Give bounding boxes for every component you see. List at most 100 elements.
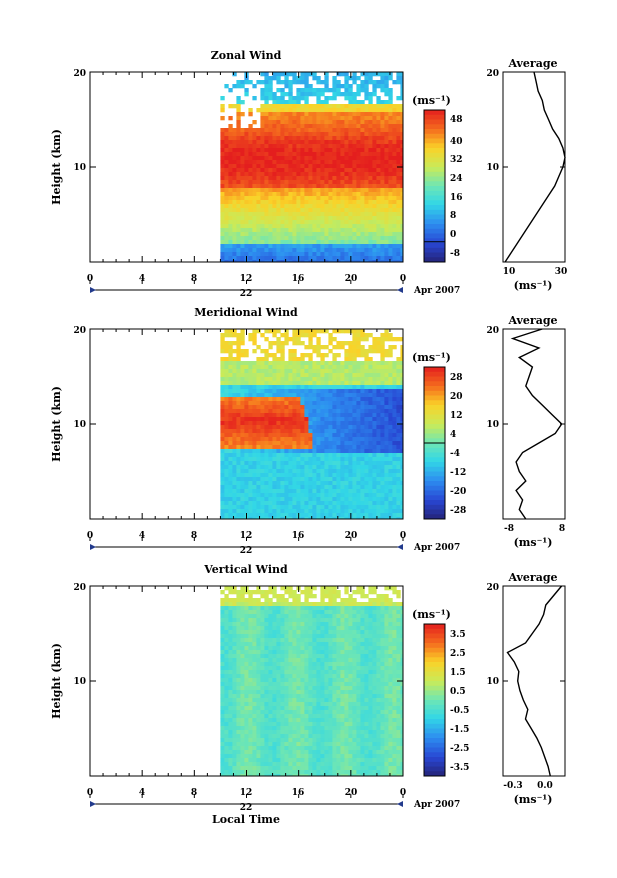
heatmap-cell — [264, 497, 268, 501]
heatmap-cell — [388, 457, 392, 461]
heatmap-cell — [340, 104, 344, 108]
heatmap-cell — [236, 224, 240, 228]
heatmap-cell — [228, 734, 232, 738]
heatmap-cell — [224, 256, 228, 260]
heatmap-cell — [256, 385, 260, 389]
heatmap-cell — [332, 445, 336, 449]
heatmap-cell — [252, 429, 256, 433]
heatmap-cell — [332, 485, 336, 489]
heatmap-cell — [364, 505, 368, 509]
heatmap-cell — [372, 72, 376, 76]
heatmap-cell — [380, 240, 384, 244]
heatmap-cell — [388, 228, 392, 232]
heatmap-cell — [344, 469, 348, 473]
heatmap-cell — [336, 465, 340, 469]
heatmap-cell — [324, 385, 328, 389]
heatmap-cell — [348, 433, 352, 437]
heatmap-cell — [300, 104, 304, 108]
heatmap-cell — [320, 413, 324, 417]
heatmap-cell — [284, 365, 288, 369]
heatmap-cell — [240, 718, 244, 722]
heatmap-cell — [276, 477, 280, 481]
heatmap-cell — [320, 381, 324, 385]
heatmap-cell — [328, 393, 332, 397]
heatmap-cell — [332, 124, 336, 128]
heatmap-cell — [380, 397, 384, 401]
heatmap-cell — [360, 333, 364, 337]
heatmap-cell — [240, 196, 244, 200]
colorbar-swatch — [424, 367, 445, 372]
heatmap-cell — [264, 433, 268, 437]
heatmap-cell — [320, 449, 324, 453]
heatmap-cell — [368, 172, 372, 176]
heatmap-cell — [344, 212, 348, 216]
heatmap-cell — [220, 200, 224, 204]
heatmap-cell — [380, 228, 384, 232]
heatmap-cell — [320, 397, 324, 401]
heatmap-cell — [296, 405, 300, 409]
heatmap-cell — [232, 144, 236, 148]
heatmap-cell — [244, 758, 248, 762]
heatmap-cell — [396, 393, 400, 397]
heatmap-cell — [300, 453, 304, 457]
heatmap-cell — [392, 204, 396, 208]
heatmap-cell — [324, 373, 328, 377]
heatmap-cell — [292, 232, 296, 236]
heatmap-cell — [248, 132, 252, 136]
heatmap-cell — [236, 662, 240, 666]
heatmap-cell — [300, 449, 304, 453]
heatmap-cell — [260, 710, 264, 714]
heatmap-cell — [280, 176, 284, 180]
heatmap-cell — [304, 329, 308, 333]
heatmap-cell — [220, 770, 224, 774]
heatmap-cell — [332, 493, 336, 497]
heatmap-cell — [220, 172, 224, 176]
heatmap-cell — [328, 413, 332, 417]
heatmap-cell — [268, 224, 272, 228]
heatmap-cell — [368, 349, 372, 353]
heatmap-cell — [372, 501, 376, 505]
heatmap-cell — [284, 128, 288, 132]
meridional-xtick-24: 0 — [400, 531, 406, 541]
heatmap-cell — [284, 449, 288, 453]
heatmap-cell — [320, 409, 324, 413]
heatmap-cell — [376, 441, 380, 445]
heatmap-cell — [248, 429, 252, 433]
heatmap-cell — [292, 513, 296, 517]
heatmap-cell — [316, 80, 320, 84]
heatmap-cell — [348, 252, 352, 256]
heatmap-cell — [228, 381, 232, 385]
heatmap-cell — [300, 220, 304, 224]
heatmap-cell — [316, 505, 320, 509]
heatmap-cell — [260, 754, 264, 758]
heatmap-cell — [288, 148, 292, 152]
heatmap-cell — [296, 457, 300, 461]
heatmap-cell — [368, 485, 372, 489]
heatmap-cell — [344, 204, 348, 208]
heatmap-cell — [280, 385, 284, 389]
heatmap-cell — [236, 654, 240, 658]
heatmap-cell — [344, 120, 348, 124]
heatmap-cell — [260, 164, 264, 168]
heatmap-cell — [224, 489, 228, 493]
heatmap-cell — [344, 236, 348, 240]
heatmap-cell — [352, 100, 356, 104]
heatmap-cell — [304, 256, 308, 260]
heatmap-cell — [276, 168, 280, 172]
heatmap-cell — [352, 176, 356, 180]
heatmap-cell — [284, 80, 288, 84]
heatmap-cell — [380, 373, 384, 377]
heatmap-cell — [344, 184, 348, 188]
heatmap-cell — [252, 469, 256, 473]
heatmap-cell — [244, 630, 248, 634]
heatmap-cell — [284, 421, 288, 425]
heatmap-cell — [280, 116, 284, 120]
heatmap-cell — [268, 465, 272, 469]
heatmap-cell — [280, 369, 284, 373]
heatmap-cell — [348, 160, 352, 164]
heatmap-cell — [228, 513, 232, 517]
heatmap-cell — [328, 144, 332, 148]
zonal-cb-label-5: 8 — [450, 211, 456, 221]
heatmap-cell — [248, 212, 252, 216]
heatmap-cell — [308, 244, 312, 248]
